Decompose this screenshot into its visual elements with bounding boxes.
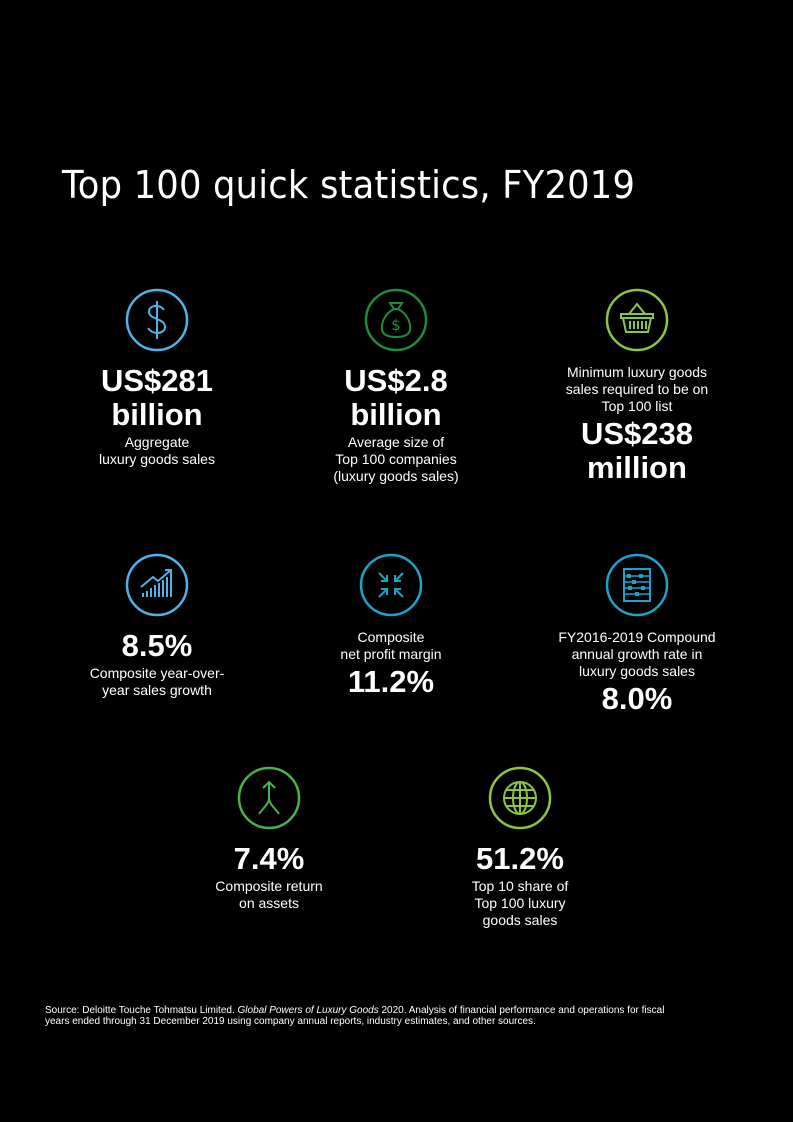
stat-desc-line2: sales required to be on	[565, 381, 709, 397]
stat-desc-line2: on assets	[239, 895, 299, 911]
footer-line2: years ended through 31 December 2019 usi…	[45, 1016, 536, 1027]
source-footnote: Source: Deloitte Touche Tohmatsu Limited…	[45, 1005, 745, 1027]
page-title: Top 100 quick statistics, FY2019	[62, 163, 636, 207]
stat-desc-line1: Aggregate	[124, 434, 190, 450]
stat-desc-line3: goods sales	[482, 912, 558, 928]
stat-desc-line1: Composite year-over-	[89, 665, 225, 681]
stat-net-profit-margin: Composite net profit margin 11.2%	[271, 553, 511, 699]
stat-value: 7.4%	[233, 841, 305, 876]
footer-prefix: Source: Deloitte Touche Tohmatsu Limited…	[45, 1005, 238, 1016]
stat-value-line1: US$2.8	[344, 363, 448, 398]
stat-top10-share: 51.2% Top 10 share of Top 100 luxury goo…	[400, 766, 640, 929]
footer-suffix: 2020. Analysis of financial performance …	[378, 1005, 665, 1016]
stat-average-size: $ US$2.8 billion Average size of Top 100…	[276, 288, 516, 485]
stat-desc-line3: Top 100 list	[601, 398, 673, 414]
svg-text:$: $	[391, 316, 401, 334]
stat-sales-growth: 8.5% Composite year-over- year sales gro…	[37, 553, 277, 699]
stat-desc-line2: year sales growth	[102, 682, 212, 698]
stat-desc-line1: Top 10 share of	[471, 878, 569, 894]
stat-cagr: FY2016-2019 Compound annual growth rate …	[517, 553, 757, 716]
stat-aggregate-sales: US$281 billion Aggregate luxury goods sa…	[37, 288, 277, 468]
stat-desc-line1: FY2016-2019 Compound	[558, 629, 716, 645]
money-bag-icon: $	[364, 288, 428, 352]
stat-minimum-sales: Minimum luxury goods sales required to b…	[517, 288, 757, 485]
stat-desc-line1: Composite return	[215, 878, 323, 894]
stat-value: 51.2%	[476, 841, 564, 876]
stat-desc-line1: Composite	[357, 629, 425, 645]
stat-desc-line2: luxury goods sales	[99, 451, 215, 467]
stat-value: 8.0%	[601, 681, 673, 716]
stat-value-line2: billion	[350, 397, 442, 432]
stat-desc-line1: Minimum luxury goods	[566, 364, 708, 380]
stat-desc-line3: (luxury goods sales)	[333, 468, 459, 484]
stat-value-line2: billion	[111, 397, 203, 432]
abacus-icon	[605, 553, 669, 617]
stat-desc-line2: net profit margin	[340, 646, 442, 662]
stat-value-line1: US$281	[100, 363, 214, 398]
shopping-basket-icon	[605, 288, 669, 352]
dollar-circle-icon	[125, 288, 189, 352]
stat-value-line1: US$238	[580, 416, 694, 451]
stat-desc-line3: luxury goods sales	[579, 663, 695, 679]
stat-value: 11.2%	[347, 664, 435, 699]
growth-chart-icon	[125, 553, 189, 617]
footer-publication-title: Global Powers of Luxury Goods	[237, 1005, 379, 1016]
globe-icon	[488, 766, 552, 830]
stat-desc-line2: Top 100 companies	[335, 451, 457, 467]
stat-return-on-assets: 7.4% Composite return on assets	[149, 766, 389, 912]
compress-arrows-icon	[359, 553, 423, 617]
stat-desc-line1: Average size of	[347, 434, 445, 450]
stat-value-line2: million	[587, 450, 687, 485]
stat-desc-line2: Top 100 luxury	[474, 895, 566, 911]
merge-arrow-icon	[237, 766, 301, 830]
stat-value: 8.5%	[121, 628, 193, 663]
stat-desc-line2: annual growth rate in	[571, 646, 703, 662]
